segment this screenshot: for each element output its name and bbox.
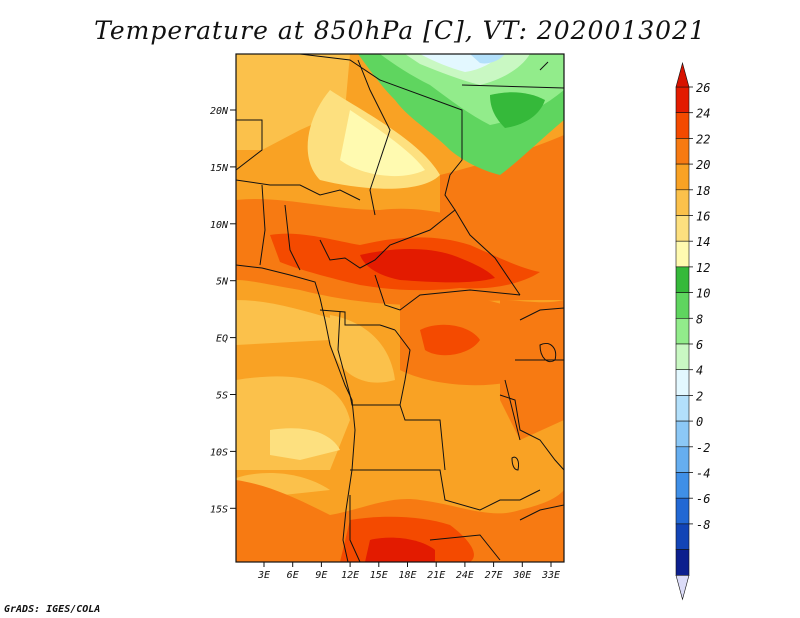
colorbar-label: 24 xyxy=(696,107,710,121)
colorbar-swatch xyxy=(675,86,690,114)
lon-label: 21E xyxy=(427,570,445,581)
longitude-axis: 3E 6E 9E 12E 15E 18E 21E 24E 27E 30E 33E xyxy=(257,562,560,581)
country-borders xyxy=(236,54,564,562)
colorbar-swatch xyxy=(675,395,690,422)
colorbar-swatch xyxy=(675,189,690,216)
coastline xyxy=(235,264,356,563)
colorbar-swatch xyxy=(675,446,690,473)
colorbar-label: 14 xyxy=(696,235,710,249)
colorbar-label: 12 xyxy=(696,261,710,275)
colorbar-label: 2 xyxy=(696,389,703,403)
colorbar-swatch xyxy=(675,549,690,576)
grads-credit: GrADS: IGES/COLA xyxy=(4,604,101,615)
lat-label: EQ xyxy=(216,334,228,345)
lat-label: 10N xyxy=(210,220,229,231)
colorbar-label: 0 xyxy=(696,415,703,429)
colorbar-under-arrow xyxy=(675,574,690,601)
colorbar-label: 20 xyxy=(696,158,710,172)
colorbar-swatch xyxy=(675,215,690,242)
lon-label: 33E xyxy=(541,570,560,581)
lon-label: 30E xyxy=(512,570,531,581)
colorbar-swatch xyxy=(675,138,690,165)
colorbar-swatch xyxy=(675,112,690,139)
colorbar-swatch xyxy=(675,163,690,191)
colorbar-swatch xyxy=(675,317,690,345)
lon-label: 15E xyxy=(370,570,388,581)
colorbar-swatch xyxy=(675,472,690,499)
colorbar-swatch xyxy=(675,497,690,525)
temperature-field xyxy=(236,54,564,562)
map-frame xyxy=(235,53,565,563)
colorbar-label: -4 xyxy=(696,467,710,481)
latitude-axis: 20N 15N 10N 5N EQ 5S 10S 15S xyxy=(210,106,236,515)
lon-label: 24E xyxy=(456,570,474,581)
lat-label: 5N xyxy=(216,277,229,288)
lon-label: 12E xyxy=(341,570,359,581)
colorbar-label: -6 xyxy=(696,492,710,506)
colorbar-swatch xyxy=(675,266,690,293)
lon-label: 3E xyxy=(257,570,270,581)
lat-label: 20N xyxy=(210,106,229,117)
lat-label: 10S xyxy=(210,447,228,458)
colorbar-label: 10 xyxy=(696,287,710,301)
lat-label: 5S xyxy=(216,391,228,402)
colorbar-label: 6 xyxy=(696,338,703,352)
lat-label: 15N xyxy=(210,163,229,174)
colorbar-swatch xyxy=(675,523,690,550)
colorbar-swatch xyxy=(675,420,690,448)
lakes xyxy=(504,61,557,471)
colorbar-label: 18 xyxy=(696,184,710,198)
lon-label: 6E xyxy=(287,570,299,581)
lat-label: 15S xyxy=(210,504,228,515)
colorbar-swatch xyxy=(675,240,690,268)
lon-label: 18E xyxy=(398,570,416,581)
colorbar-swatch xyxy=(675,369,690,396)
colorbar-label: 26 xyxy=(696,81,710,95)
colorbar-label: 22 xyxy=(696,132,710,146)
colorbar-swatch xyxy=(675,292,690,319)
map-title: Temperature at 850hPa [C], VT: 202001302… xyxy=(94,16,706,45)
colorbar-label: -8 xyxy=(696,518,710,532)
colorbar-label: 4 xyxy=(696,364,703,378)
colorbar-label: 16 xyxy=(696,210,710,224)
colorbar-label: 8 xyxy=(696,312,703,326)
colorbar-label: -2 xyxy=(696,441,710,455)
lon-label: 9E xyxy=(315,570,327,581)
colorbar-over-arrow xyxy=(675,61,690,88)
colorbar-swatch xyxy=(675,343,690,371)
lon-label: 27E xyxy=(485,570,503,581)
